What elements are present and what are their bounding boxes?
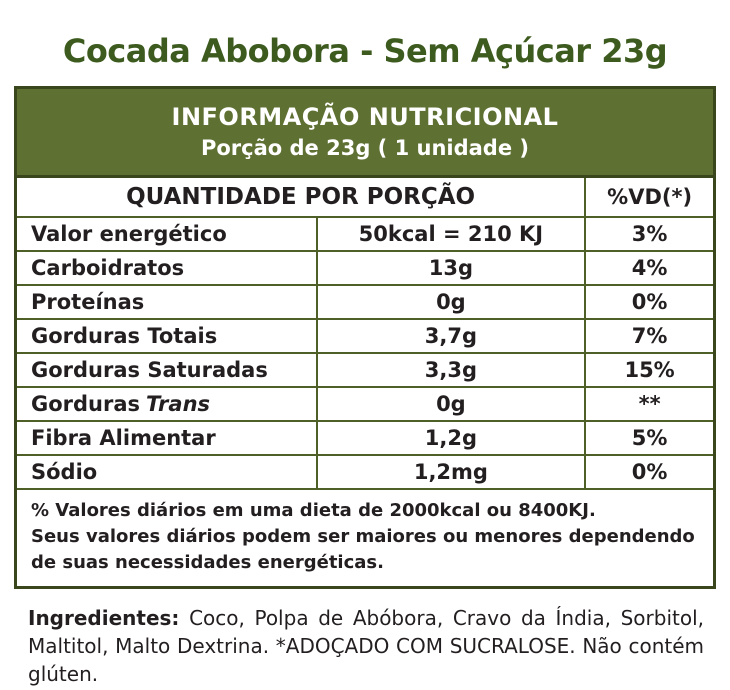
ingredients-text: Coco, Polpa de Abóbora, Cravo da Índia, … <box>28 606 704 686</box>
nutrient-value: 1,2mg <box>315 456 585 488</box>
table-row-protein: Proteínas 0g 0% <box>17 284 713 318</box>
nutrient-value: 50kcal = 210 KJ <box>315 218 585 250</box>
table-row-sodium: Sódio 1,2mg 0% <box>17 454 713 488</box>
nutrient-value: 0g <box>315 388 585 420</box>
nutrient-dv: 5% <box>584 422 713 454</box>
nutrient-dv: ** <box>584 388 713 420</box>
nutrient-dv: 7% <box>584 320 713 352</box>
daily-values-footnote: % Valores diários em uma dieta de 2000kc… <box>17 488 713 586</box>
nutrient-value: 3,3g <box>315 354 585 386</box>
nutrient-dv: 0% <box>584 286 713 318</box>
table-row-total-fat: Gorduras Totais 3,7g 7% <box>17 318 713 352</box>
nutrition-facts-table: INFORMAÇÃO NUTRICIONAL Porção de 23g ( 1… <box>14 86 716 589</box>
daily-value-header: %VD(*) <box>584 178 713 216</box>
serving-size-subheading: Porção de 23g ( 1 unidade ) <box>200 136 529 160</box>
table-row-trans-fat: Gorduras Trans 0g ** <box>17 386 713 420</box>
nutrient-dv: 4% <box>584 252 713 284</box>
ingredients-paragraph: Ingredientes: Coco, Polpa de Abóbora, Cr… <box>28 604 704 688</box>
footnote-line: Seus valores diários podem ser maiores o… <box>31 526 695 547</box>
nutrient-value: 13g <box>315 252 585 284</box>
column-header-row: QUANTIDADE POR PORÇÃO %VD(*) <box>17 178 713 216</box>
table-row-carbs: Carboidratos 13g 4% <box>17 250 713 284</box>
nutrient-label: Valor energético <box>31 222 227 246</box>
table-title-band: INFORMAÇÃO NUTRICIONAL Porção de 23g ( 1… <box>17 89 713 178</box>
nutrient-value: 1,2g <box>315 422 585 454</box>
product-title: Cocada Abobora - Sem Açúcar 23g <box>62 32 668 70</box>
nutrient-value: 3,7g <box>315 320 585 352</box>
nutrient-label: Gorduras Totais <box>31 324 218 348</box>
table-row-energy: Valor energético 50kcal = 210 KJ 3% <box>17 216 713 250</box>
nutrient-label: Sódio <box>31 460 98 484</box>
table-row-fiber: Fibra Alimentar 1,2g 5% <box>17 420 713 454</box>
nutrient-value: 0g <box>315 286 585 318</box>
nutrition-info-heading: INFORMAÇÃO NUTRICIONAL <box>171 103 559 131</box>
nutrient-label: Fibra Alimentar <box>31 426 216 450</box>
nutrient-label-italic: Trans <box>146 392 211 416</box>
nutrient-label: Carboidratos <box>31 256 185 280</box>
nutrient-dv: 0% <box>584 456 713 488</box>
footnote-line: de suas necessidades energéticas. <box>31 552 384 573</box>
nutrient-dv: 15% <box>584 354 713 386</box>
nutrient-dv: 3% <box>584 218 713 250</box>
footnote-line: % Valores diários em uma dieta de 2000kc… <box>31 500 596 521</box>
nutrient-label: Gorduras Saturadas <box>31 358 268 382</box>
nutrient-label: Gorduras Trans <box>17 388 316 420</box>
nutrient-label-text: Gorduras <box>31 392 141 416</box>
nutrient-label: Proteínas <box>31 290 145 314</box>
table-row-saturated-fat: Gorduras Saturadas 3,3g 15% <box>17 352 713 386</box>
ingredients-label: Ingredientes: <box>28 606 180 630</box>
quantity-per-serving-header: QUANTIDADE POR PORÇÃO <box>126 184 476 210</box>
